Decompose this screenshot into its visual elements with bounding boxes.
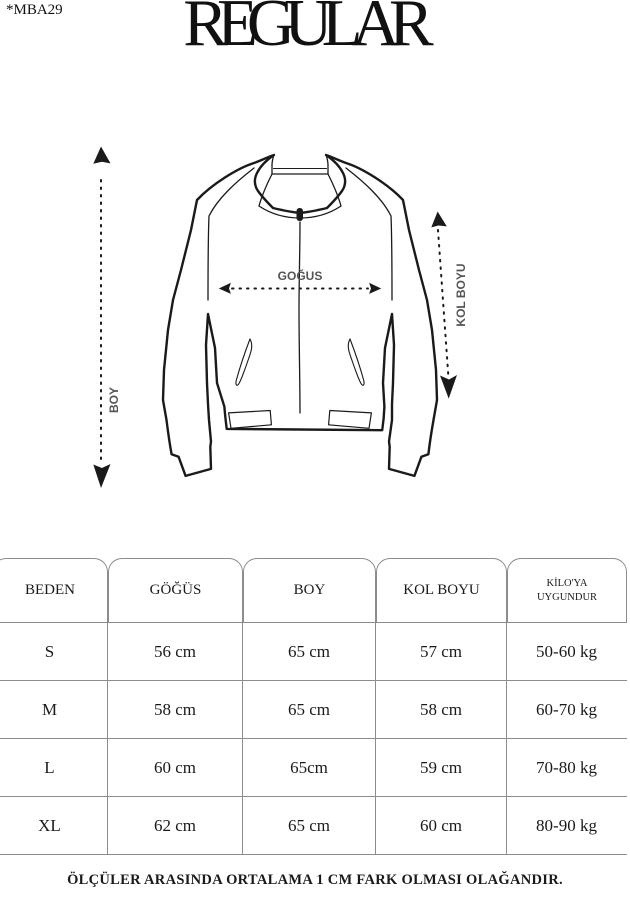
- svg-text:GOĞUS: GOĞUS: [278, 268, 323, 283]
- svg-text:BOY: BOY: [107, 387, 121, 413]
- svg-text:KOL BOYU: KOL BOYU: [454, 263, 468, 326]
